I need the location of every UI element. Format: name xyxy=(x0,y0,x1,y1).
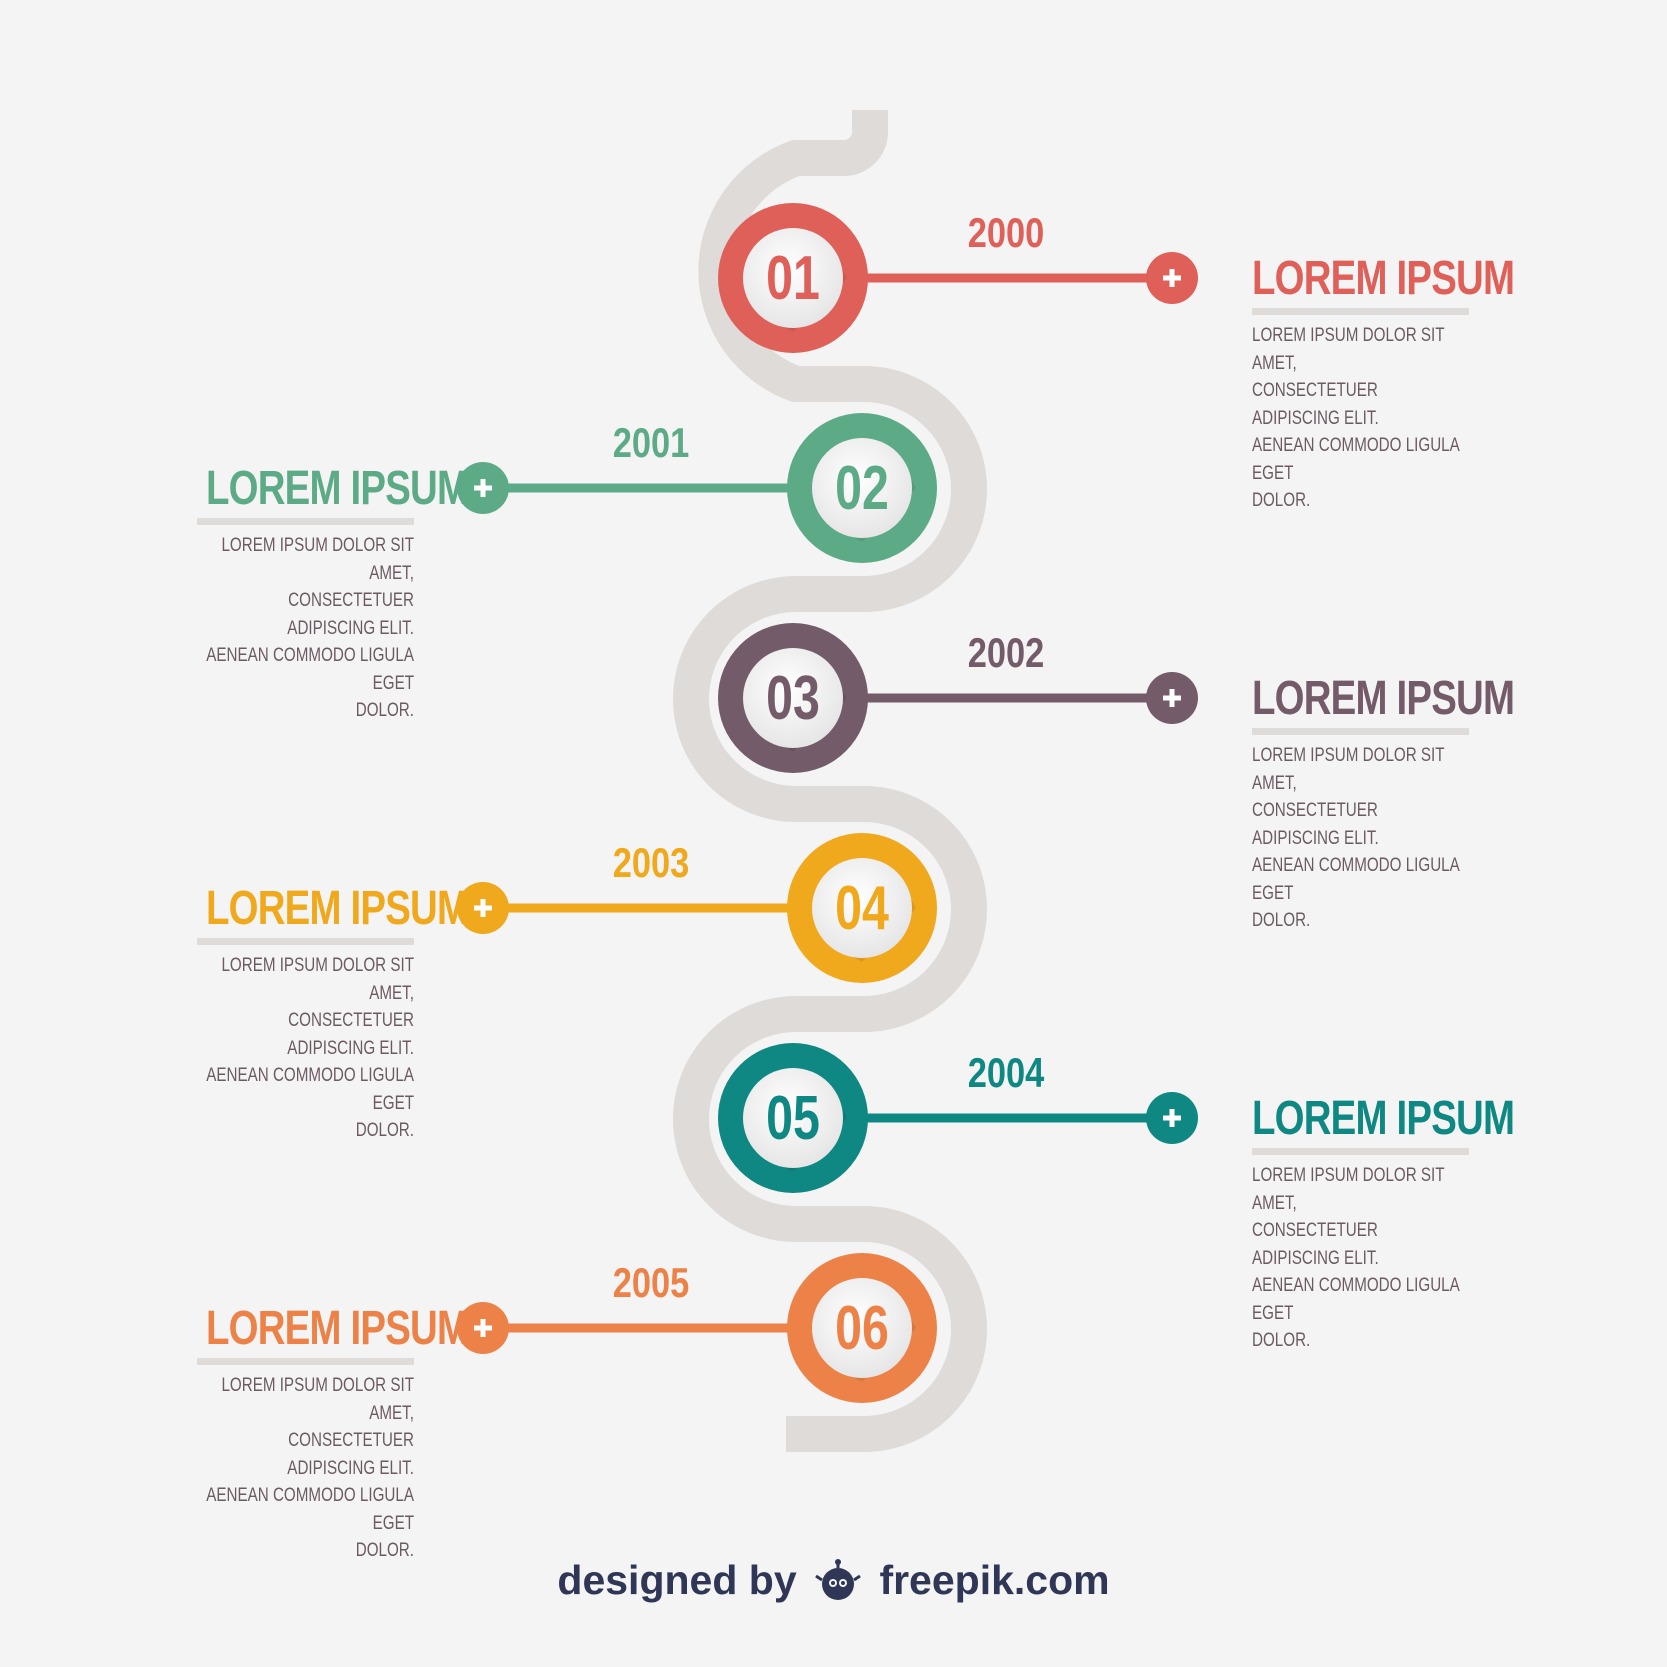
milestone-inner-circle xyxy=(743,228,843,328)
milestone-title: LOREM IPSUM xyxy=(1252,252,1515,305)
plus-icon xyxy=(474,1319,492,1337)
milestone-title: LOREM IPSUM xyxy=(206,462,469,515)
timeline-track xyxy=(673,110,987,1452)
designer-credit: designed by freepik.com xyxy=(0,1555,1667,1605)
milestone-title: LOREM IPSUM xyxy=(1252,672,1515,725)
plus-icon xyxy=(1163,269,1181,287)
milestone-05: 05 xyxy=(718,1043,1198,1193)
title-underline xyxy=(1252,1148,1469,1155)
plus-icon xyxy=(474,479,492,497)
milestone-year: 2000 xyxy=(967,209,1045,256)
milestone-number: 06 xyxy=(835,1293,889,1362)
expand-button[interactable] xyxy=(457,462,509,514)
credit-prefix: designed by xyxy=(557,1557,797,1603)
expand-button[interactable] xyxy=(1146,1092,1198,1144)
milestone-year: 2001 xyxy=(612,419,690,466)
milestone-description: LOREM IPSUM DOLOR SIT AMET, CONSECTETUER… xyxy=(206,1375,414,1561)
milestone-year: 2005 xyxy=(612,1259,690,1306)
plus-icon xyxy=(474,899,492,917)
milestone-title: LOREM IPSUM xyxy=(206,882,469,935)
expand-button[interactable] xyxy=(457,1302,509,1354)
milestone-inner-circle xyxy=(743,1068,843,1168)
milestone-inner-circle xyxy=(812,1278,912,1378)
milestone-number: 01 xyxy=(766,243,820,312)
milestone-inner-circle xyxy=(743,648,843,748)
expand-button[interactable] xyxy=(457,882,509,934)
milestone-01: 01 xyxy=(718,203,1198,353)
milestone-number: 04 xyxy=(835,873,889,942)
milestone-description: LOREM IPSUM DOLOR SIT AMET, CONSECTETUER… xyxy=(206,955,414,1141)
milestone-inner-circle xyxy=(812,438,912,538)
milestone-number: 05 xyxy=(766,1083,820,1152)
milestone-number: 02 xyxy=(835,453,889,522)
milestone-description: LOREM IPSUM DOLOR SIT AMET, CONSECTETUER… xyxy=(1252,325,1459,511)
expand-button[interactable] xyxy=(1146,672,1198,724)
credit-site: freepik.com xyxy=(879,1557,1110,1603)
plus-icon xyxy=(1163,1109,1181,1127)
milestone-description: LOREM IPSUM DOLOR SIT AMET, CONSECTETUER… xyxy=(1252,745,1459,931)
milestone-year: 2003 xyxy=(612,839,690,886)
title-underline xyxy=(197,938,414,945)
title-underline xyxy=(1252,728,1469,735)
milestone-description: LOREM IPSUM DOLOR SIT AMET, CONSECTETUER… xyxy=(206,535,414,721)
title-underline xyxy=(1252,308,1469,315)
milestone-inner-circle xyxy=(812,858,912,958)
milestone-02: 02 xyxy=(457,413,937,563)
plus-icon xyxy=(1163,689,1181,707)
milestone-06: 06 xyxy=(457,1253,937,1403)
milestone-number: 03 xyxy=(766,663,820,732)
milestone-title: LOREM IPSUM xyxy=(206,1302,469,1355)
title-underline xyxy=(197,1358,414,1365)
expand-button[interactable] xyxy=(1146,252,1198,304)
milestone-title: LOREM IPSUM xyxy=(1252,1092,1515,1145)
milestone-03: 03 xyxy=(718,623,1198,773)
milestone-description: LOREM IPSUM DOLOR SIT AMET, CONSECTETUER… xyxy=(1252,1165,1459,1351)
milestone-04: 04 xyxy=(457,833,937,983)
freepik-logo-icon xyxy=(815,1559,861,1600)
milestone-year: 2002 xyxy=(967,629,1045,676)
milestone-year: 2004 xyxy=(967,1049,1045,1096)
title-underline xyxy=(197,518,414,525)
